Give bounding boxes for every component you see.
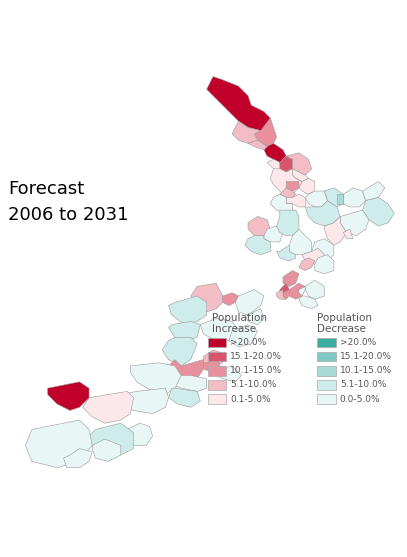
Polygon shape — [191, 284, 223, 312]
Polygon shape — [229, 325, 258, 347]
Polygon shape — [245, 309, 264, 325]
Polygon shape — [337, 194, 344, 204]
Polygon shape — [248, 140, 267, 150]
Polygon shape — [344, 229, 353, 239]
Polygon shape — [305, 201, 340, 226]
Polygon shape — [363, 182, 385, 201]
Polygon shape — [235, 290, 264, 315]
Text: 10.1-15.0%: 10.1-15.0% — [230, 367, 282, 375]
Polygon shape — [312, 239, 334, 261]
Polygon shape — [124, 423, 153, 446]
Bar — [317, 352, 336, 361]
Text: 15.1-20.0%: 15.1-20.0% — [230, 352, 282, 361]
Polygon shape — [286, 194, 305, 207]
Polygon shape — [324, 188, 344, 207]
Polygon shape — [223, 293, 239, 306]
Text: 5.1-10.0%: 5.1-10.0% — [340, 380, 386, 389]
Polygon shape — [207, 77, 270, 131]
Polygon shape — [168, 321, 200, 340]
Polygon shape — [363, 197, 394, 226]
Polygon shape — [267, 159, 286, 175]
Polygon shape — [130, 363, 181, 394]
Polygon shape — [270, 194, 293, 213]
Polygon shape — [286, 182, 299, 191]
Polygon shape — [283, 290, 289, 299]
Polygon shape — [168, 296, 207, 325]
Text: 0.0-5.0%: 0.0-5.0% — [340, 394, 381, 404]
Polygon shape — [340, 210, 369, 236]
Polygon shape — [270, 169, 302, 197]
Polygon shape — [286, 153, 312, 175]
Bar — [317, 366, 336, 375]
Polygon shape — [25, 420, 92, 468]
Polygon shape — [293, 169, 309, 182]
Polygon shape — [48, 382, 89, 411]
Bar — [208, 380, 226, 390]
Polygon shape — [324, 217, 347, 245]
Polygon shape — [315, 255, 334, 273]
Polygon shape — [63, 448, 92, 468]
Text: Population
Decrease: Population Decrease — [317, 313, 372, 334]
Polygon shape — [245, 236, 270, 255]
Bar — [208, 352, 226, 361]
Text: Population
Increase: Population Increase — [212, 313, 267, 334]
Polygon shape — [277, 290, 286, 299]
Polygon shape — [254, 118, 277, 146]
Polygon shape — [283, 271, 299, 286]
Polygon shape — [204, 350, 223, 366]
Polygon shape — [165, 375, 207, 392]
Bar — [317, 380, 336, 390]
Polygon shape — [299, 286, 305, 296]
Polygon shape — [299, 178, 315, 194]
Bar — [317, 394, 336, 404]
Polygon shape — [289, 284, 305, 299]
Polygon shape — [289, 229, 312, 255]
Polygon shape — [299, 296, 318, 309]
Text: 15.1-20.0%: 15.1-20.0% — [340, 352, 392, 361]
Polygon shape — [277, 210, 299, 236]
Polygon shape — [121, 388, 168, 414]
Bar — [208, 394, 226, 404]
Polygon shape — [92, 439, 121, 461]
Polygon shape — [305, 280, 324, 299]
Bar — [317, 338, 336, 347]
Polygon shape — [344, 188, 365, 207]
Text: 5.1-10.0%: 5.1-10.0% — [230, 380, 276, 389]
Polygon shape — [302, 248, 324, 264]
Polygon shape — [299, 258, 315, 271]
Bar — [208, 366, 226, 375]
Polygon shape — [280, 284, 289, 293]
Text: 2006 to 2031: 2006 to 2031 — [8, 206, 129, 223]
Polygon shape — [280, 156, 293, 172]
Text: >20.0%: >20.0% — [340, 338, 376, 347]
Polygon shape — [280, 188, 296, 197]
Polygon shape — [305, 191, 328, 207]
Polygon shape — [89, 423, 133, 455]
Polygon shape — [264, 226, 283, 242]
Polygon shape — [216, 366, 242, 382]
Polygon shape — [204, 360, 219, 372]
Polygon shape — [264, 143, 286, 163]
Polygon shape — [162, 338, 197, 366]
Polygon shape — [168, 360, 204, 382]
Text: 0.1-5.0%: 0.1-5.0% — [230, 394, 271, 404]
Polygon shape — [232, 121, 261, 143]
Polygon shape — [200, 318, 239, 340]
Polygon shape — [277, 245, 296, 261]
Text: Forecast: Forecast — [8, 180, 84, 198]
Polygon shape — [168, 388, 200, 407]
Text: >20.0%: >20.0% — [230, 338, 266, 347]
Polygon shape — [83, 392, 133, 423]
Bar — [208, 338, 226, 347]
Text: 10.1-15.0%: 10.1-15.0% — [340, 367, 392, 375]
Polygon shape — [248, 217, 270, 236]
